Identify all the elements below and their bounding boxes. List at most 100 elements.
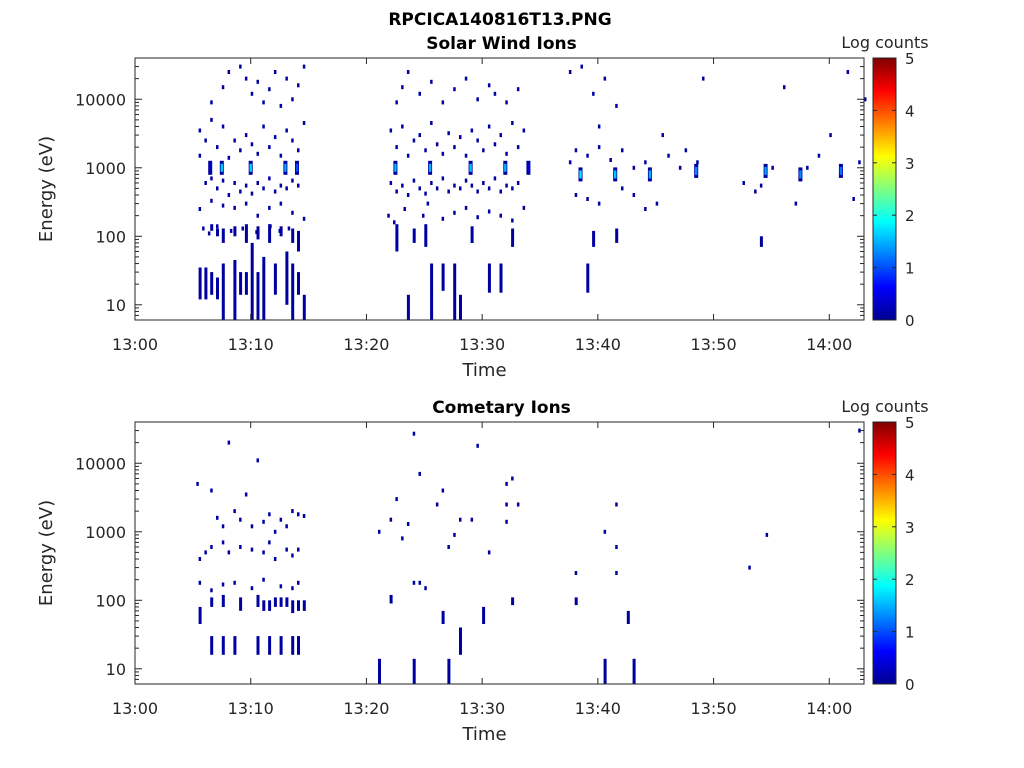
count-cell-26 [256, 79, 259, 84]
x-tick-label: 14:00 [806, 335, 852, 354]
count-cell-124 [482, 181, 485, 185]
count-cell-28 [285, 547, 288, 552]
count-cell-28 [268, 87, 271, 92]
count-bar-41 [759, 236, 763, 247]
hot-cell-0 [209, 163, 212, 172]
count-bar-1 [210, 597, 214, 607]
count-cell-33 [297, 83, 300, 88]
hot-cell-3 [284, 163, 287, 172]
count-cell-29 [273, 70, 277, 74]
count-bar-16 [210, 224, 214, 231]
count-cell-99 [430, 79, 433, 84]
count-bar-30 [603, 658, 607, 684]
count-bar-12 [302, 600, 306, 611]
count-cell-129 [511, 186, 514, 191]
count-cell-16 [285, 128, 288, 133]
count-bar-29 [453, 263, 457, 320]
count-bar-6 [239, 272, 243, 295]
hot-cell-6 [428, 163, 432, 172]
count-cell-133 [403, 207, 406, 211]
count-cell-24 [250, 547, 254, 552]
count-cell-2 [216, 515, 219, 520]
count-cell-176 [794, 201, 798, 206]
data-marks [196, 428, 861, 684]
count-cell-170 [655, 201, 659, 206]
count-cell-36 [262, 577, 265, 582]
count-cell-61 [424, 586, 427, 591]
count-cell-152 [609, 158, 612, 162]
count-cell-117 [441, 176, 445, 181]
count-cell-101 [453, 87, 456, 92]
count-cell-37 [279, 584, 283, 589]
count-cell-85 [470, 128, 474, 133]
colorbar-tick-label: 2 [905, 207, 915, 225]
count-cell-67 [615, 571, 618, 575]
colorbar-label: Log counts [841, 33, 928, 52]
count-cell-161 [702, 76, 705, 81]
count-cell-138 [464, 205, 468, 210]
count-cell-34 [233, 580, 236, 585]
count-cell-98 [418, 91, 421, 96]
count-cell-64 [603, 529, 607, 534]
count-cell-89 [493, 142, 497, 147]
count-bar-22 [268, 224, 272, 243]
count-cell-29 [291, 553, 294, 558]
count-bar-16 [256, 636, 260, 655]
count-cell-88 [487, 124, 491, 129]
colorbar-tick-label: 5 [905, 50, 915, 68]
count-cell-56 [244, 201, 248, 206]
count-cell-73 [401, 124, 404, 129]
count-cell-10 [262, 519, 265, 524]
count-cell-5 [233, 509, 236, 514]
count-cell-92 [511, 121, 514, 125]
count-cell-45 [418, 471, 421, 476]
count-bar-11 [273, 263, 277, 295]
count-bar-14 [297, 272, 300, 295]
count-bar-3 [216, 277, 219, 300]
count-cell-51 [297, 183, 300, 188]
count-cell-178 [817, 153, 821, 158]
count-cell-150 [586, 153, 589, 158]
count-bar-32 [626, 610, 630, 624]
x-tick-label: 13:50 [691, 335, 737, 354]
count-cell-112 [412, 178, 416, 183]
plot-frame [134, 57, 865, 321]
count-cell-167 [621, 186, 624, 191]
count-cell-139 [476, 215, 479, 220]
x-tick-label: 13:40 [575, 335, 621, 354]
count-cell-23 [239, 64, 242, 69]
count-cell-106 [505, 100, 508, 105]
count-cell-180 [846, 70, 850, 74]
count-cell-63 [574, 571, 578, 575]
count-cell-113 [418, 186, 421, 191]
count-cell-32 [291, 97, 294, 102]
count-bar-25 [482, 606, 486, 624]
count-cell-55 [233, 205, 236, 210]
count-cell-40 [378, 529, 381, 534]
count-bar-18 [221, 228, 225, 243]
count-cell-181 [858, 160, 861, 165]
count-cell-62 [202, 226, 205, 231]
count-bar-2 [221, 594, 225, 607]
count-cell-100 [441, 100, 445, 105]
count-cell-182 [852, 197, 855, 201]
count-cell-27 [262, 100, 265, 105]
count-cell-68 [748, 565, 751, 570]
count-cell-71 [389, 128, 393, 133]
y-tick-label: 1000 [85, 523, 126, 542]
colorbar-tick-label: 4 [905, 102, 915, 120]
count-bar-33 [395, 224, 399, 252]
count-cell-0 [198, 128, 202, 133]
count-cell-9 [244, 133, 248, 138]
count-cell-44 [256, 181, 259, 185]
count-cell-94 [522, 128, 526, 133]
count-cell-8 [250, 524, 254, 529]
count-cell-42 [395, 497, 398, 502]
count-cell-35 [250, 586, 254, 591]
count-cell-0 [196, 481, 199, 486]
count-cell-35 [204, 181, 207, 185]
count-cell-125 [487, 186, 491, 191]
cometary-panel: 13:00 13:10 13:20 13:30 13:40 13:50 14:0010100… [36, 397, 929, 745]
x-tick-label: 13:30 [459, 699, 505, 718]
count-bar-25 [297, 230, 300, 252]
